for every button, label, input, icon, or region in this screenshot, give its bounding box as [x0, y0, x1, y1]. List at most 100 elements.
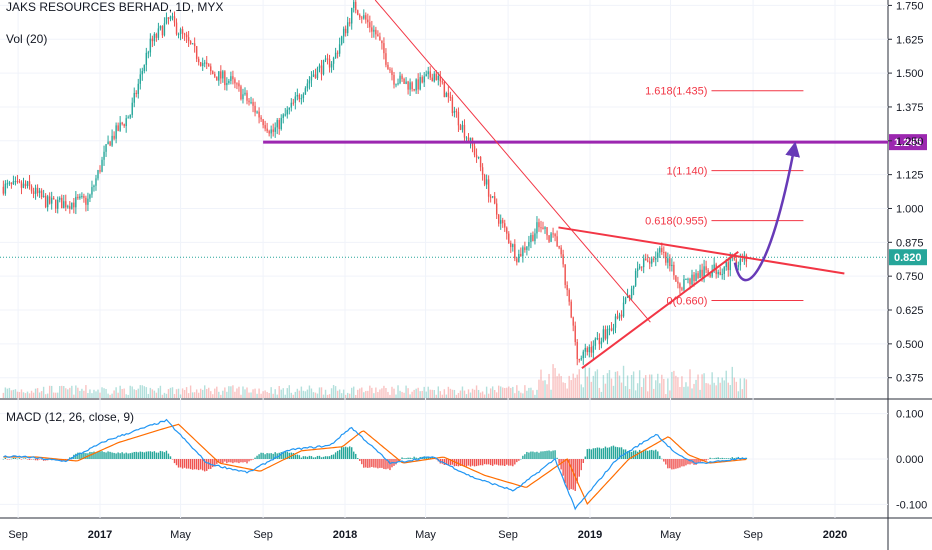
macd-histogram-bar — [729, 458, 731, 459]
macd-histogram-bar — [604, 446, 607, 459]
candle-body — [467, 137, 470, 143]
volume-bar — [163, 392, 166, 398]
macd-histogram-bar — [520, 458, 522, 460]
fib-level-label: 0(0.660) — [666, 296, 707, 308]
candle-body — [667, 258, 669, 263]
volume-bar — [622, 365, 625, 398]
volume-bar — [177, 388, 180, 398]
volume-bar — [395, 394, 397, 398]
volume-bar — [624, 386, 627, 398]
candle-body — [522, 247, 524, 257]
candle-body — [520, 253, 522, 257]
candle-body — [431, 77, 433, 82]
macd-histogram-bar — [346, 447, 349, 459]
volume-bar — [131, 386, 133, 398]
candle-body — [532, 235, 534, 242]
macd-histogram-bar — [6, 459, 9, 460]
candle-body — [210, 66, 212, 72]
macd-histogram-bar — [361, 459, 363, 465]
price-tick-label: 1.625 — [896, 34, 924, 46]
macd-histogram-bar — [534, 452, 536, 459]
macd-histogram-bar — [524, 454, 526, 459]
candle-body — [616, 316, 619, 319]
volume-bar — [123, 388, 125, 398]
volume-bar — [608, 370, 611, 398]
volume-bar — [20, 389, 23, 398]
macd-histogram-bar — [316, 455, 319, 459]
macd-histogram-bar — [115, 453, 117, 459]
volume-bar — [99, 392, 101, 398]
volume-bar — [403, 392, 405, 398]
volume-bar — [685, 382, 687, 398]
macd-histogram-bar — [280, 452, 282, 459]
volume-bar — [135, 390, 137, 398]
macd-histogram-bar — [683, 459, 685, 467]
candle-body — [612, 327, 615, 331]
macd-histogram-bar — [445, 459, 448, 465]
macd-histogram-bar — [685, 459, 687, 466]
volume-bar — [127, 394, 129, 398]
candle-body — [238, 83, 240, 87]
macd-histogram-bar — [28, 459, 31, 460]
candle-body — [42, 195, 45, 198]
candle-body — [59, 197, 61, 200]
macd-histogram-bar — [703, 459, 705, 461]
candle-body — [630, 288, 633, 299]
candle-body — [286, 109, 288, 115]
candle-body — [548, 235, 550, 242]
volume-bar — [665, 394, 667, 398]
candle-body — [441, 81, 444, 83]
macd-histogram-bar — [224, 459, 226, 462]
macd-histogram-bar — [663, 459, 665, 462]
macd-histogram-bar — [411, 458, 413, 459]
candle-body — [500, 220, 502, 224]
candle-body — [741, 259, 744, 261]
macd-histogram-bar — [383, 459, 385, 469]
price-tick-label: 1.500 — [896, 68, 924, 80]
triangle-upper-line — [558, 226, 845, 275]
volume-bar — [145, 387, 148, 398]
candle-body — [149, 38, 152, 53]
candle-body — [264, 125, 266, 129]
macd-histogram-bar — [324, 456, 327, 459]
macd-histogram-bar — [626, 451, 629, 459]
macd-histogram-bar — [40, 459, 43, 460]
macd-histogram-bar — [199, 459, 202, 470]
volume-bar — [433, 390, 435, 398]
candle-body — [453, 110, 456, 114]
candle-body — [588, 346, 591, 353]
candle-body — [121, 122, 123, 125]
candle-body — [183, 33, 186, 35]
volume-bar — [232, 385, 234, 398]
candle-body — [93, 185, 95, 188]
volume-bar — [431, 389, 433, 398]
volume-bar — [673, 370, 675, 398]
volume-bar — [272, 393, 274, 398]
time-tick-label: 2017 — [88, 529, 112, 541]
macd-histogram-bar — [145, 451, 148, 459]
volume-bar — [244, 389, 246, 398]
volume-bar — [149, 387, 152, 398]
macd-histogram-bar — [276, 453, 278, 459]
candle-body — [324, 58, 327, 61]
macd-histogram-bar — [447, 459, 450, 466]
candle-body — [195, 46, 198, 59]
volume-bar — [371, 387, 373, 398]
volume-bar — [208, 387, 210, 398]
macd-histogram-bar — [465, 459, 468, 467]
macd-histogram-bar — [576, 459, 578, 484]
candle-body — [574, 325, 576, 342]
macd-histogram-bar — [630, 451, 633, 459]
candle-body — [435, 73, 437, 80]
volume-bar — [467, 389, 470, 398]
macd-histogram-bar — [232, 459, 234, 464]
macd-histogram-bar — [689, 459, 691, 465]
candle-body — [429, 71, 431, 78]
volume-bar — [657, 373, 659, 398]
candle-body — [73, 202, 75, 208]
macd-histogram-bar — [127, 453, 129, 459]
candle-body — [316, 68, 319, 79]
candle-body — [497, 214, 500, 224]
macd-histogram-bar — [244, 459, 246, 463]
macd-histogram-bar — [493, 459, 496, 465]
